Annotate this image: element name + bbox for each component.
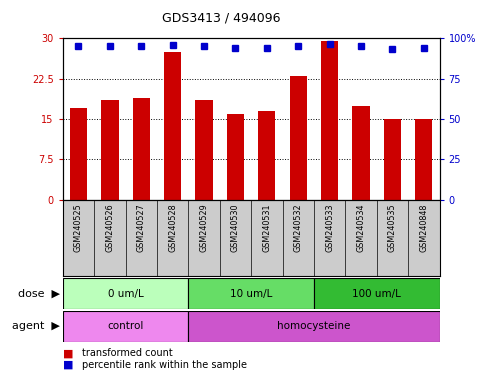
Text: dose  ▶: dose ▶ [18,289,60,299]
Bar [188,278,314,309]
Text: GSM240532: GSM240532 [294,204,303,252]
Text: agent  ▶: agent ▶ [13,321,60,331]
Text: 100 um/L: 100 um/L [352,289,401,299]
Text: control: control [107,321,144,331]
Text: GSM240525: GSM240525 [74,204,83,252]
Bar [290,76,307,200]
Bar [164,52,181,200]
Text: ■: ■ [63,360,73,370]
Bar [70,108,87,200]
Text: GSM240528: GSM240528 [168,204,177,252]
Text: GSM240527: GSM240527 [137,204,146,252]
Text: GSM240533: GSM240533 [325,204,334,252]
Bar [63,311,188,342]
Bar [196,100,213,200]
Bar [133,98,150,200]
Text: GSM240534: GSM240534 [356,204,366,252]
Bar [188,311,440,342]
Text: GSM240526: GSM240526 [105,204,114,252]
Bar [101,100,118,200]
Text: GSM240531: GSM240531 [262,204,271,252]
Bar [384,119,401,200]
Bar [314,278,440,309]
Text: GSM240529: GSM240529 [199,204,209,252]
Text: transformed count: transformed count [82,348,173,358]
Bar [415,119,432,200]
Text: 0 um/L: 0 um/L [108,289,143,299]
Text: GSM240530: GSM240530 [231,204,240,252]
Text: ■: ■ [63,348,73,358]
Text: 10 um/L: 10 um/L [230,289,272,299]
Bar [258,111,275,200]
Bar [63,278,188,309]
Bar [321,41,338,200]
Text: homocysteine: homocysteine [277,321,351,331]
Bar [227,114,244,200]
Text: GSM240848: GSM240848 [419,204,428,252]
Text: GSM240535: GSM240535 [388,204,397,252]
Text: GDS3413 / 494096: GDS3413 / 494096 [162,12,280,25]
Text: percentile rank within the sample: percentile rank within the sample [82,360,247,370]
Bar [353,106,369,200]
